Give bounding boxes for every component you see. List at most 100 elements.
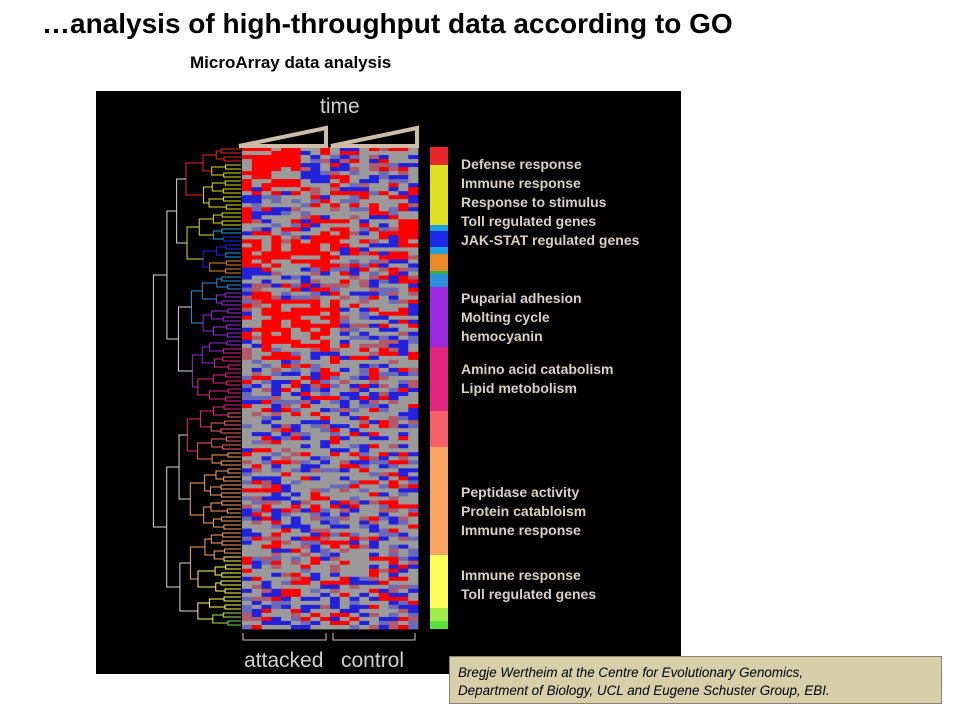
heatmap-cell (281, 183, 292, 188)
heatmap-cell (281, 375, 292, 381)
heatmap-cell (378, 339, 390, 345)
heatmap-cell (359, 367, 370, 373)
heatmap-cell (242, 239, 253, 244)
heatmap-cell (261, 231, 272, 236)
heatmap-cell (408, 167, 419, 172)
heatmap-cell (310, 327, 321, 333)
heatmap-cell (242, 283, 253, 288)
heatmap-cell (251, 520, 262, 525)
heatmap-cell (271, 416, 282, 421)
heatmap-cell (398, 343, 409, 349)
heatmap-cell (310, 343, 321, 349)
heatmap-cell (242, 452, 253, 457)
heatmap-cell (310, 560, 321, 566)
heatmap-cell (359, 524, 370, 529)
heatmap-cell (320, 155, 331, 160)
go-term: Protein catabloism (461, 503, 587, 519)
heatmap-cell (320, 408, 331, 413)
heatmap-cell (310, 155, 321, 160)
heatmap-cell (349, 560, 360, 566)
heatmap-cell (300, 255, 311, 260)
heatmap-cell (330, 323, 341, 329)
heatmap-cell (261, 592, 272, 598)
cluster-band (430, 347, 448, 411)
heatmap-cell (339, 215, 350, 220)
heatmap-cell (330, 183, 341, 188)
heatmap-cell (290, 215, 302, 220)
heatmap-cell (398, 159, 409, 164)
dendrogram-branch (214, 566, 226, 576)
heatmap-cell (349, 271, 360, 276)
heatmap-cell (398, 600, 409, 606)
heatmap-cell (359, 383, 370, 389)
heatmap-cell (369, 199, 380, 204)
heatmap-cell (251, 223, 262, 228)
heatmap-cell (281, 211, 292, 216)
heatmap-cell (251, 279, 262, 284)
heatmap-cell (408, 367, 419, 373)
heatmap-cell (378, 163, 390, 168)
heatmap-cell (378, 492, 390, 497)
heatmap-cell (290, 191, 302, 196)
heatmap-cell (251, 379, 262, 385)
heatmap-cell (349, 468, 360, 473)
heatmap-cell (271, 556, 282, 562)
heatmap-cell (242, 604, 253, 610)
heatmap-cell (339, 472, 350, 477)
heatmap-cell (251, 155, 262, 160)
heatmap-cell (388, 211, 399, 216)
heatmap-cell (320, 175, 331, 180)
heatmap-cell (251, 464, 262, 469)
heatmap-cell (310, 584, 321, 590)
heatmap-cell (300, 388, 311, 393)
heatmap-cell (320, 472, 331, 477)
heatmap-cell (339, 319, 350, 325)
heatmap-cell (369, 556, 380, 562)
heatmap-cell (378, 231, 390, 236)
heatmap-cell (271, 347, 282, 353)
heatmap-cell (408, 291, 419, 297)
heatmap-cell (242, 428, 253, 433)
dendrogram-branch (197, 442, 213, 460)
heatmap-cell (398, 420, 409, 425)
heatmap-cell (281, 524, 292, 529)
heatmap-cell (398, 231, 409, 236)
gene-dendrogram (152, 148, 241, 626)
go-group-4: Peptidase activity Protein catabloism Im… (461, 483, 586, 540)
heatmap-cell (290, 259, 302, 264)
heatmap-cell (310, 179, 321, 184)
heatmap-cell (290, 199, 302, 204)
heatmap-cell (300, 444, 311, 449)
heatmap-cell (271, 315, 282, 321)
heatmap-cell (388, 464, 399, 469)
heatmap-cell (378, 255, 390, 260)
heatmap-cell (242, 343, 253, 349)
heatmap-cell (271, 319, 282, 325)
heatmap-cell (261, 548, 272, 554)
heatmap-cell (281, 359, 292, 365)
heatmap-cell (320, 267, 331, 272)
heatmap-cell (242, 211, 253, 216)
heatmap-cell (369, 620, 380, 626)
heatmap-cell (271, 452, 282, 457)
heatmap-cell (242, 388, 253, 393)
heatmap-cell (310, 263, 321, 268)
heatmap-cell (359, 508, 370, 513)
heatmap-cell (281, 275, 292, 280)
heatmap-cell (339, 440, 350, 445)
heatmap-cell (359, 247, 370, 252)
heatmap-cell (388, 287, 399, 292)
heatmap-cell (388, 235, 399, 240)
heatmap-cell (378, 536, 390, 542)
heatmap-cell (271, 396, 282, 401)
heatmap-cell (339, 552, 350, 558)
heatmap-cell (320, 612, 331, 618)
heatmap-cell (271, 155, 282, 160)
heatmap-cell (349, 175, 360, 180)
heatmap-cell (359, 416, 370, 421)
heatmap-cell (261, 588, 272, 594)
heatmap-cell (349, 179, 360, 184)
heatmap-cell (300, 303, 311, 309)
heatmap-cell (271, 167, 282, 172)
heatmap-cell (242, 624, 253, 630)
